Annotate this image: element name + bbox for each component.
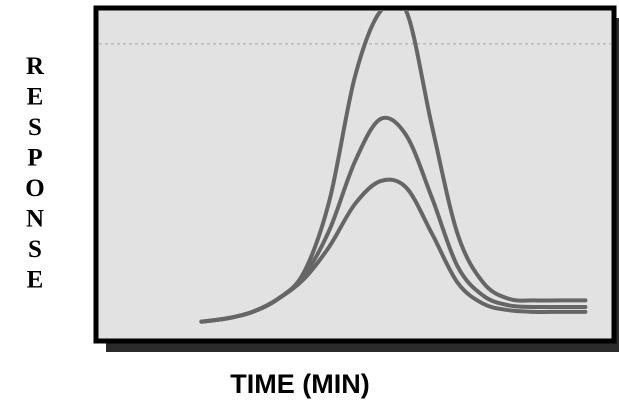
- series-line-3: [199, 177, 588, 324]
- y-axis-label-letter: E: [27, 267, 44, 294]
- y-axis-label-letter: S: [28, 114, 42, 141]
- y-axis-label-letter: E: [27, 84, 44, 111]
- y-axis-label-letter: N: [26, 206, 44, 233]
- plot-area: [93, 5, 617, 344]
- y-axis-label-letter: O: [25, 175, 44, 202]
- series-layer: [199, 11, 588, 324]
- y-axis-label-letter: P: [27, 145, 42, 172]
- y-axis-label-letter: R: [26, 53, 45, 80]
- y-axis-label-letter: S: [28, 236, 42, 263]
- x-axis-label: TIME (MIN): [230, 369, 369, 399]
